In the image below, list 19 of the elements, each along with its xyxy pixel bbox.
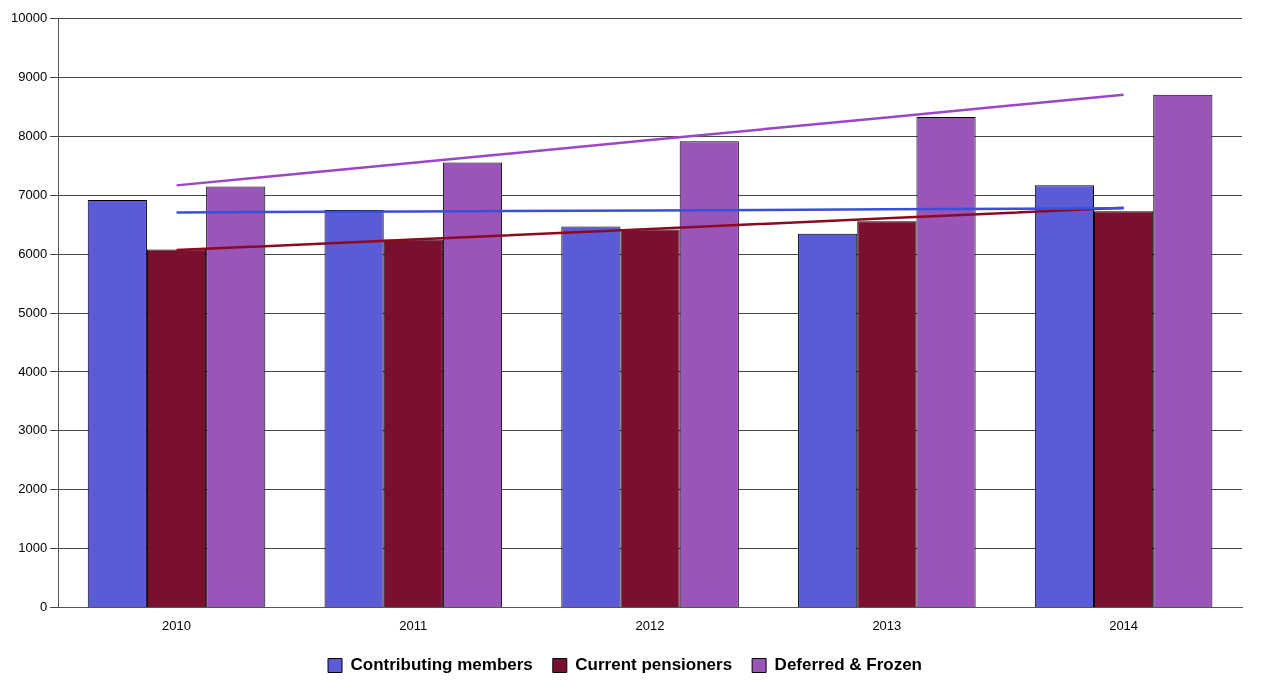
x-tick-label: 2011: [399, 617, 428, 633]
y-tick-label: 3000: [18, 422, 48, 438]
y-tick-label: 6000: [18, 245, 48, 261]
y-tick-label: 7000: [18, 186, 48, 202]
y-tick-label: 8000: [18, 128, 48, 144]
x-tick-label: 2014: [1109, 617, 1139, 633]
legend-label: Deferred & Frozen: [774, 655, 922, 675]
y-tick-label: 2000: [18, 481, 48, 497]
y-tick-label: 10000: [10, 10, 48, 26]
legend-label: Contributing members: [350, 655, 533, 675]
x-tick-label: 2012: [635, 617, 665, 633]
y-tick-label: 0: [39, 598, 48, 614]
x-tick-label: 2013: [872, 617, 902, 633]
y-tick-label: 5000: [18, 304, 48, 320]
y-tick-label: 9000: [18, 69, 48, 85]
y-tick-label: 1000: [18, 540, 48, 556]
legend-label: Current pensioners: [575, 655, 733, 675]
y-tick-label: 4000: [18, 363, 48, 379]
x-tick-label: 2010: [162, 617, 191, 633]
